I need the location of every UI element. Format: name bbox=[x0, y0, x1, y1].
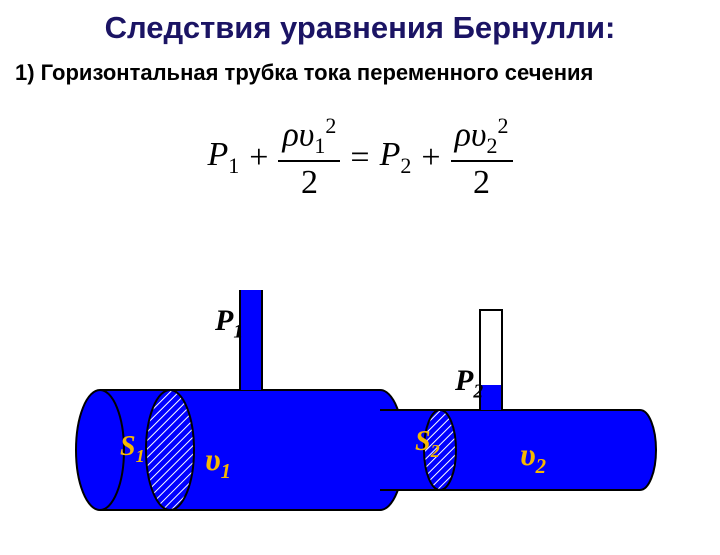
pipe-diagram: P1P2S1S2υ1υ2 bbox=[0, 290, 720, 540]
svg-text:P2: P2 bbox=[454, 364, 483, 403]
page-subtitle: 1) Горизонтальная трубка тока переменног… bbox=[15, 60, 593, 85]
page-title: Следствия уравнения Бернулли: bbox=[105, 10, 616, 45]
bernoulli-equation: P1+ρυ122=P2+ρυ222 bbox=[0, 86, 720, 202]
svg-text:P1: P1 bbox=[214, 304, 243, 343]
